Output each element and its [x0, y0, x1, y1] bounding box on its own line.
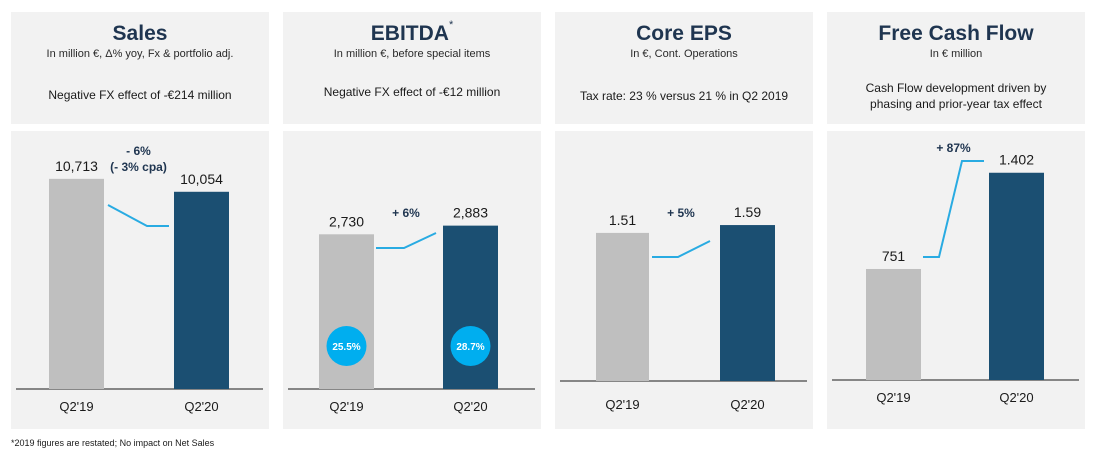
- panel-title: Sales: [112, 22, 168, 45]
- free-cash-flow-value-label: 1.402: [999, 152, 1034, 168]
- sales-chart-panel: 10,713 Q2'19 10,054 Q2'20 - 6% (- 3% cpa): [11, 131, 269, 429]
- core-eps-bar-q2-20: [720, 225, 775, 381]
- core-eps-change-label: + 5%: [667, 206, 695, 220]
- ebitda-chart-panel: 2,730 Q2'19 25.5% 2,883 Q2'20 28.7% + 6%: [283, 131, 541, 429]
- free-cash-flow-chart: 751 Q2'19 1.402 Q2'20 + 87%: [832, 141, 1079, 405]
- free-cash-flow-bar-q2-19: [866, 268, 921, 380]
- ebitda-x-tick-label: Q2'19: [329, 399, 363, 414]
- core-eps-change-connector: [652, 240, 711, 258]
- panel-note: Negative FX effect of -€12 million: [323, 85, 501, 99]
- ebitda-margin-badge-label: 25.5%: [332, 342, 360, 353]
- sales-chart: 10,713 Q2'19 10,054 Q2'20 - 6% (- 3% cpa): [16, 144, 263, 414]
- free-cash-flow-bar-q2-20: [989, 172, 1044, 380]
- sales-bar-q2-20: [174, 191, 229, 389]
- ebitda-x-tick-label: Q2'20: [453, 399, 487, 414]
- core-eps-chart: 1.51 Q2'19 1.59 Q2'20 + 5%: [560, 204, 807, 412]
- ebitda-value-label: 2,883: [453, 205, 488, 221]
- panel-note: Tax rate: 23 % versus 21 % in Q2 2019: [579, 89, 789, 103]
- panel-subtitle: In million €, before special items: [333, 48, 491, 60]
- sales-bar-q2-19: [49, 178, 104, 389]
- free-cash-flow-x-tick-label: Q2'20: [999, 390, 1033, 405]
- free-cash-flow-x-tick-label: Q2'19: [876, 390, 910, 405]
- sales-x-tick-label: Q2'20: [184, 399, 218, 414]
- sales-change-label: - 6%: [126, 144, 151, 158]
- ebitda-change-connector: [376, 232, 437, 249]
- core-eps-x-tick-label: Q2'20: [730, 397, 764, 412]
- panel-note: Cash Flow development driven by phasing a…: [865, 81, 1047, 111]
- panel-subtitle: In €, Cont. Operations: [630, 48, 738, 60]
- panel-subtitle: In million €, Δ% yoy, Fx & portfolio adj…: [46, 48, 234, 60]
- ebitda-chart: 2,730 Q2'19 25.5% 2,883 Q2'20 28.7% + 6%: [288, 205, 535, 414]
- core-eps-value-label: 1.51: [609, 212, 636, 228]
- sales-x-tick-label: Q2'19: [59, 399, 93, 414]
- core-eps-chart-panel: 1.51 Q2'19 1.59 Q2'20 + 5%: [555, 131, 813, 429]
- panel-title: EBITDA*: [370, 19, 454, 45]
- free-cash-flow-change-connector: [923, 160, 984, 258]
- footnote: *2019 figures are restated; No impact on…: [11, 438, 215, 448]
- free-cash-flow-chart-panel: 751 Q2'19 1.402 Q2'20 + 87%: [827, 131, 1085, 429]
- free-cash-flow-header-panel: Free Cash Flow In € million Cash Flow de…: [827, 12, 1085, 124]
- ebitda-margin-badge: [326, 326, 367, 366]
- core-eps-header-panel: Core EPS In €, Cont. Operations Tax rate…: [555, 12, 813, 124]
- free-cash-flow-value-label: 751: [882, 248, 906, 264]
- core-eps-x-tick-label: Q2'19: [605, 397, 639, 412]
- sales-value-label: 10,054: [180, 171, 223, 187]
- ebitda-value-label: 2,730: [329, 213, 364, 229]
- panel-title: Free Cash Flow: [878, 22, 1034, 45]
- sales-change-connector: [107, 204, 169, 227]
- sales-header-panel: Sales In million €, Δ% yoy, Fx & portfol…: [11, 12, 269, 124]
- sales-value-label: 10,713: [55, 158, 98, 174]
- ebitda-change-label: + 6%: [392, 206, 420, 220]
- panel-title: Core EPS: [636, 22, 732, 45]
- core-eps-bar-q2-19: [596, 232, 649, 381]
- ebitda-margin-badge: [450, 326, 491, 366]
- ebitda-header-panel: EBITDA* In million €, before special ite…: [283, 12, 541, 124]
- sales-change-label: (- 3% cpa): [110, 160, 167, 174]
- free-cash-flow-change-label: + 87%: [936, 141, 971, 155]
- ebitda-margin-badge-label: 28.7%: [456, 342, 484, 353]
- core-eps-value-label: 1.59: [734, 204, 761, 220]
- panel-note: Negative FX effect of -€214 million: [48, 88, 232, 102]
- panel-subtitle: In € million: [929, 48, 983, 60]
